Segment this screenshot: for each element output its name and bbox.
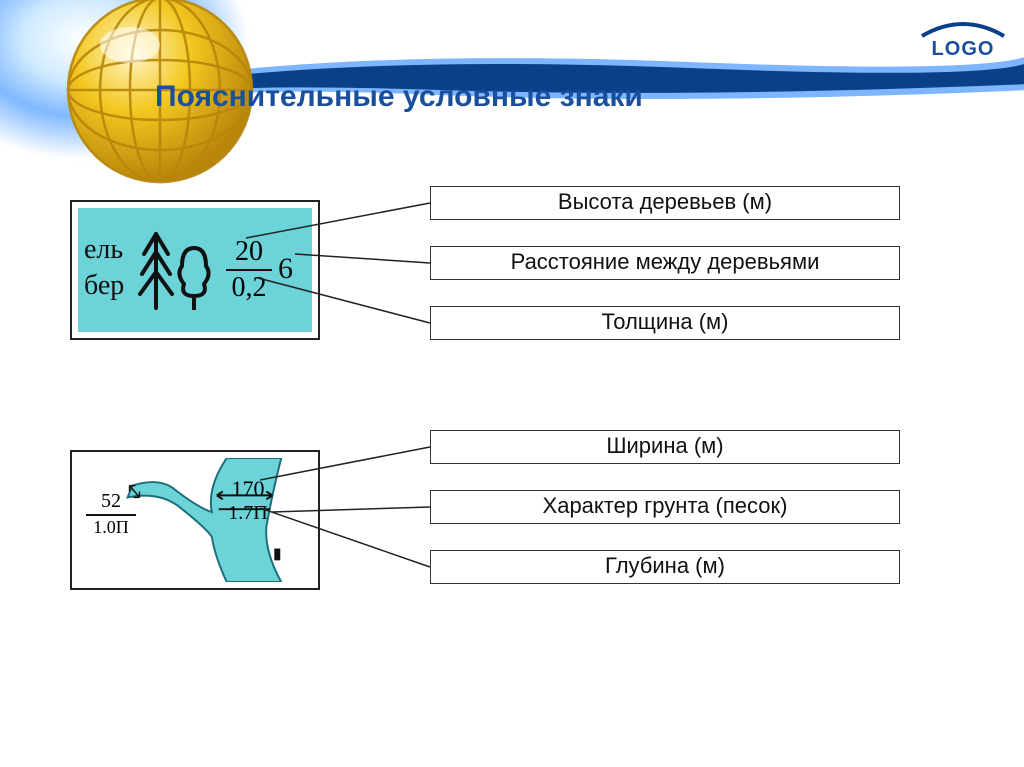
label-river-depth: Глубина (м)	[430, 550, 900, 584]
river-symbol-box: 170 1.7П 52 1.0П	[70, 450, 320, 590]
label-tree-height: Высота деревьев (м)	[430, 186, 900, 220]
species-1: ель	[84, 236, 123, 264]
label-river-ground: Характер грунта (песок)	[430, 490, 900, 524]
species-2: бер	[84, 272, 124, 300]
label-tree-spacing: Расстояние между деревьями	[430, 246, 900, 280]
spacing-value: 6	[278, 254, 293, 284]
forest-fraction: 20 0,2	[226, 236, 272, 304]
diagram-content: ель бер 20	[70, 180, 984, 670]
logo: LOGO	[918, 18, 1008, 61]
label-tree-thickness: Толщина (м)	[430, 306, 900, 340]
river-small-fraction: 52 1.0П	[86, 490, 136, 538]
label-river-width: Ширина (м)	[430, 430, 900, 464]
forest-symbol-box: ель бер 20	[70, 200, 320, 340]
river-big-fraction: 170 1.7П	[220, 476, 276, 525]
logo-text: LOGO	[918, 38, 1008, 61]
page-title: Пояснительные условные знаки	[155, 80, 643, 114]
row-forest: ель бер 20	[70, 180, 984, 380]
tree-icons	[138, 226, 218, 316]
row-river: 170 1.7П 52 1.0П Ширина (м) Характер гру…	[70, 420, 984, 630]
